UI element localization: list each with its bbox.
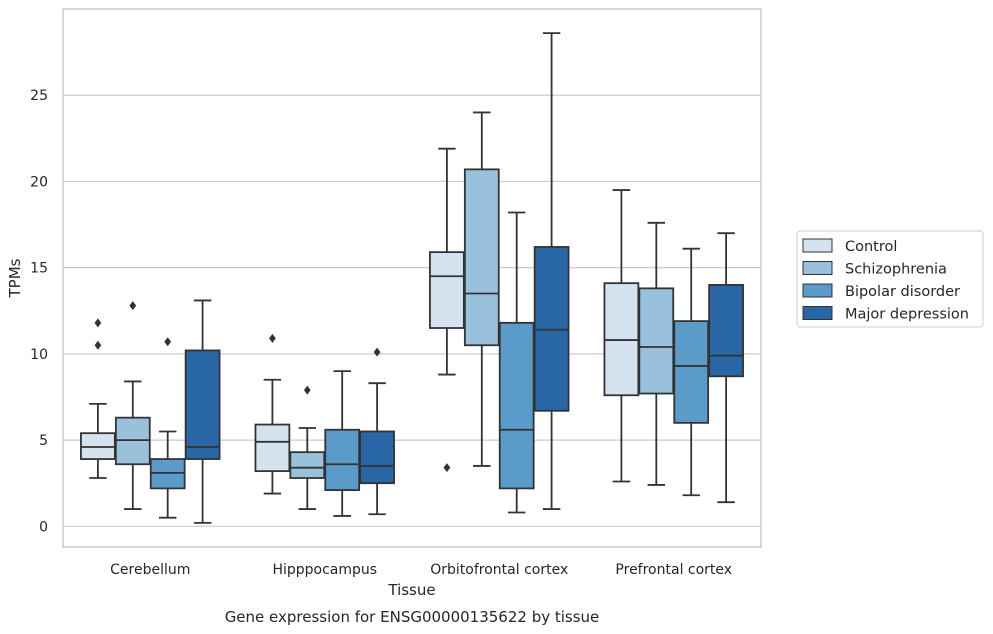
y-tick-label: 10: [30, 347, 48, 363]
outlier-point: [373, 347, 381, 357]
box-iqr: [673, 320, 710, 424]
legend-label: Schizophrenia: [845, 262, 947, 278]
y-tick-label: 5: [39, 433, 48, 449]
legend-label: Bipolar disorder: [845, 284, 960, 300]
legend-swatch: [802, 283, 833, 298]
x-tick-labels: Cerebellum Hipppocampus Orbitofrontal cort…: [110, 562, 732, 578]
box-plots: [80, 32, 744, 524]
box-iqr: [254, 423, 291, 473]
y-tick-label: 20: [30, 174, 48, 190]
box-schizophrenia-orbitofrontal-cortex: [463, 111, 500, 467]
box-major-depression-prefrontal-cortex: [708, 232, 744, 504]
box-major-depression-hipppocampus: [359, 347, 395, 516]
plot-frame: [62, 8, 762, 548]
box-control-cerebellum: [80, 318, 116, 479]
box-iqr: [289, 451, 326, 479]
y-tick-label: 0: [39, 519, 48, 535]
legend-swatch: [802, 306, 833, 320]
box-bipolar-disorder-hipppocampus: [324, 370, 361, 517]
x-tick-label: Orbitofrontal cortex: [430, 562, 568, 578]
box-control-hipppocampus: [254, 333, 291, 495]
x-tick-label: Prefrontal cortex: [615, 562, 732, 578]
box-schizophrenia-prefrontal-cortex: [638, 221, 675, 486]
y-tick-label: 25: [30, 88, 48, 104]
box-iqr: [463, 168, 500, 347]
outlier-point: [269, 333, 276, 343]
legend: Control Schizophrenia Bipolar disorder Majo…: [796, 230, 984, 328]
box-iqr: [324, 428, 361, 491]
y-tick-label: 15: [30, 261, 48, 277]
box-iqr: [708, 283, 744, 378]
grid-lines: [63, 94, 761, 527]
outlier-point: [164, 337, 172, 347]
box-control-orbitofrontal-cortex: [429, 147, 465, 473]
box-control-prefrontal-cortex: [603, 189, 640, 483]
y-tick-labels: 0 5 10 15 20 25: [30, 88, 48, 535]
legend-swatch: [802, 261, 833, 275]
box-major-depression-cerebellum: [184, 299, 221, 524]
outlier-point: [94, 340, 102, 350]
box-iqr: [498, 321, 535, 490]
box-bipolar-disorder-cerebellum: [149, 337, 186, 519]
box-iqr: [429, 251, 465, 329]
box-schizophrenia-cerebellum: [114, 301, 151, 510]
x-tick-label: Cerebellum: [110, 562, 190, 578]
outlier-point: [303, 385, 311, 395]
outlier-point: [94, 318, 102, 328]
box-major-depression-orbitofrontal-cortex: [533, 32, 570, 510]
legend-label: Control: [845, 239, 897, 255]
box-iqr: [359, 430, 395, 485]
legend-label: Major depression: [845, 307, 969, 323]
outlier-point: [129, 301, 137, 311]
box-iqr: [638, 287, 675, 395]
legend-frame: [796, 230, 984, 328]
x-axis-label: Tissue: [387, 581, 435, 599]
outlier-point: [443, 463, 451, 473]
y-axis-label: TPMs: [6, 258, 24, 298]
box-iqr: [184, 349, 221, 460]
chart-caption: Gene expression for ENSG00000135622 by t…: [225, 608, 600, 626]
box-schizophrenia-hipppocampus: [289, 385, 326, 510]
box-bipolar-disorder-prefrontal-cortex: [673, 247, 710, 497]
legend-swatch: [802, 238, 833, 253]
x-tick-label: Hipppocampus: [272, 562, 377, 578]
box-bipolar-disorder-orbitofrontal-cortex: [498, 211, 535, 514]
